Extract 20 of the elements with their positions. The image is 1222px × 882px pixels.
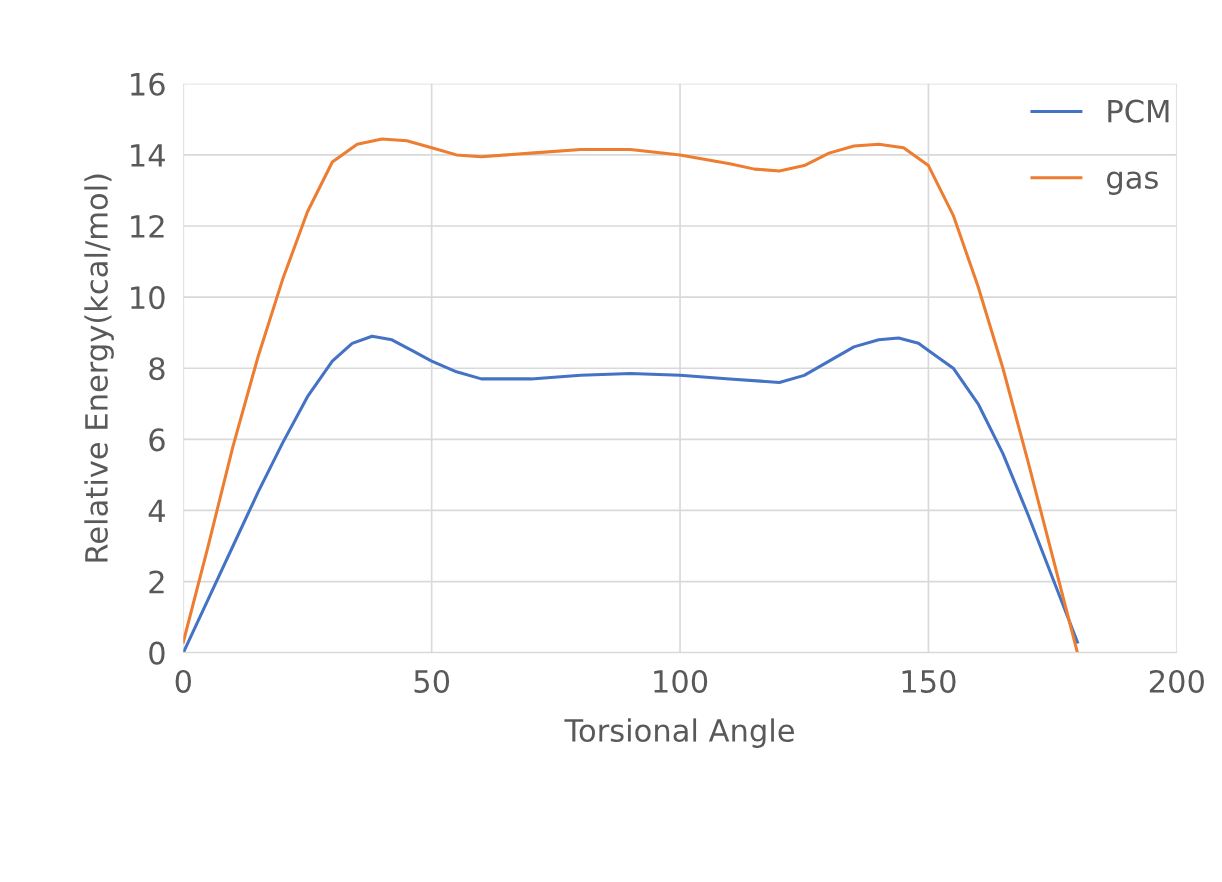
y-tick-label: 2 xyxy=(149,570,164,594)
y-tick-label: 8 xyxy=(149,357,165,381)
line-series xyxy=(183,334,1079,653)
x-tick-label: 0 xyxy=(175,669,191,693)
x-tick-label: 50 xyxy=(414,669,450,693)
y-tick-label: 14 xyxy=(131,144,165,167)
x-tick-label: 200 xyxy=(1149,669,1204,693)
y-tick-label: 10 xyxy=(131,286,165,310)
x-tick-label: 150 xyxy=(902,669,956,693)
y-tick-label: 4 xyxy=(148,499,165,523)
x-tick-label: 100 xyxy=(654,669,708,693)
legend-label: gas xyxy=(1107,171,1158,195)
y-axis-title: Relative Energy(kcal/mol) xyxy=(84,174,114,562)
y-tick-label: 6 xyxy=(149,428,165,452)
x-axis-title: Torsional Angle xyxy=(564,718,794,748)
y-tick-label: 16 xyxy=(131,72,165,96)
y-tick-label: 12 xyxy=(131,214,164,238)
line-series xyxy=(183,137,1079,653)
y-tick-label: 0 xyxy=(149,641,165,665)
legend-label: PCM xyxy=(1108,99,1169,123)
